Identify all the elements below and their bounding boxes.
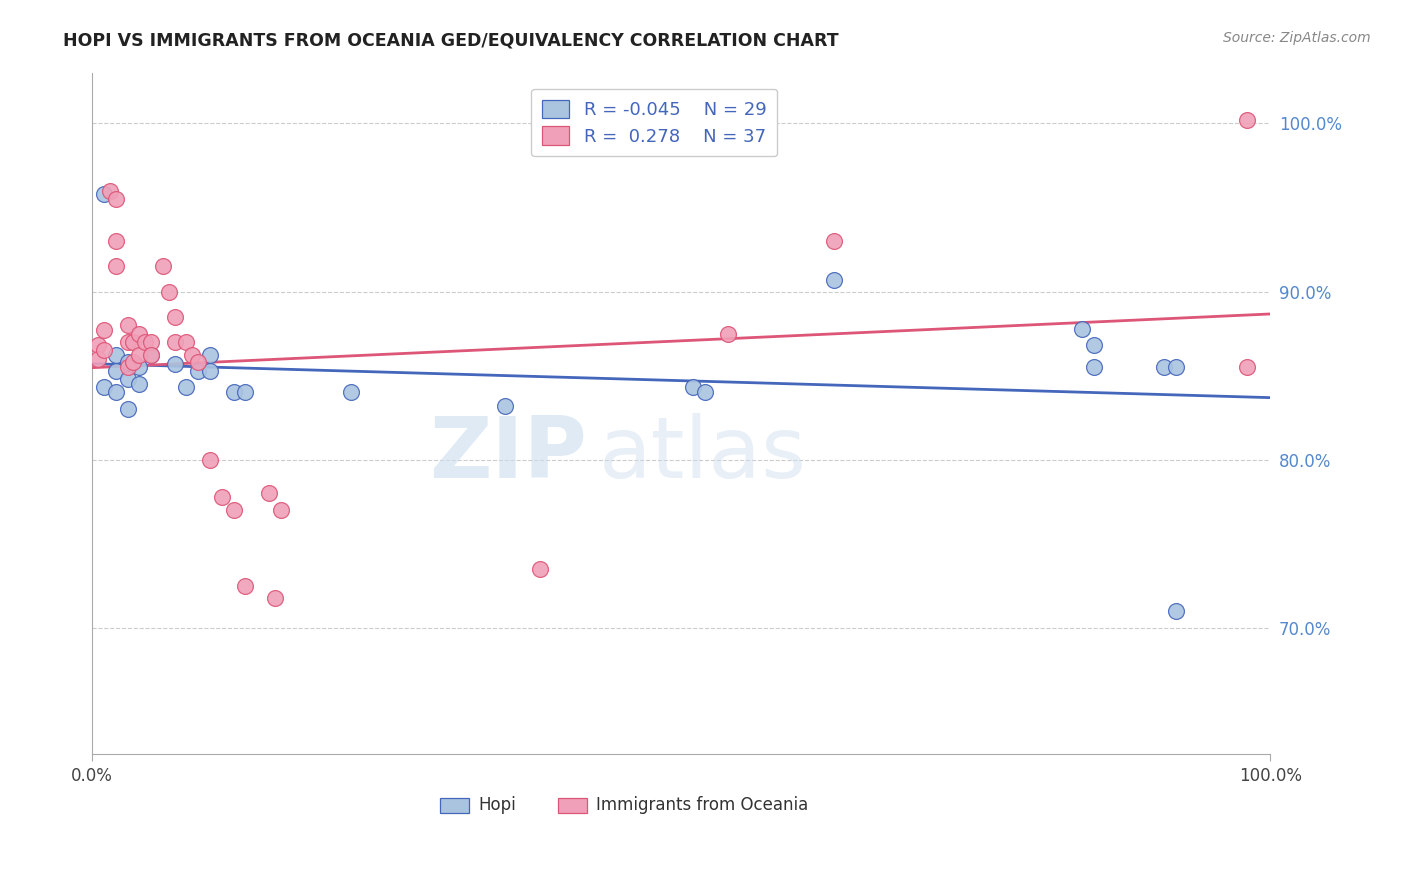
Point (98, 184, 121, 198)
Point (1236, 360, 1258, 375)
Text: Hopi: Hopi (478, 797, 516, 814)
Point (270, 503, 292, 517)
Legend: R = -0.045    N = 29, R =  0.278    N = 37: R = -0.045 N = 29, R = 0.278 N = 37 (531, 89, 778, 156)
Point (529, 562, 551, 576)
Point (1071, 321, 1094, 335)
Point (87, 351, 110, 366)
Point (693, 385, 716, 400)
Point (117, 402, 139, 417)
Point (176, 380, 198, 394)
Point (187, 355, 209, 369)
Point (122, 334, 145, 349)
Point (1166, 604, 1188, 618)
Point (176, 334, 198, 349)
Point (198, 349, 221, 363)
Point (117, 360, 139, 375)
Point (1153, 360, 1175, 375)
Point (128, 360, 150, 375)
Point (494, 399, 516, 413)
Point (104, 364, 127, 378)
Point (139, 349, 162, 363)
Point (1166, 360, 1188, 375)
Point (163, 310, 186, 324)
Point (682, 380, 704, 394)
Point (122, 355, 145, 369)
Point (93, 380, 115, 394)
Text: Source: ZipAtlas.com: Source: ZipAtlas.com (1223, 31, 1371, 45)
Point (104, 349, 127, 363)
Text: HOPI VS IMMIGRANTS FROM OCEANIA GED/EQUIVALENCY CORRELATION CHART: HOPI VS IMMIGRANTS FROM OCEANIA GED/EQUI… (63, 31, 839, 49)
Point (211, 490, 233, 504)
Point (1083, 360, 1105, 375)
Point (128, 326, 150, 341)
Point (235, 579, 257, 593)
Point (117, 334, 139, 349)
Point (187, 364, 209, 378)
Point (198, 452, 221, 467)
Point (93, 343, 115, 358)
Point (117, 355, 139, 369)
Point (263, 591, 285, 605)
Point (222, 503, 245, 517)
Point (222, 385, 245, 400)
Point (134, 334, 156, 349)
Point (235, 385, 257, 400)
Point (117, 318, 139, 333)
Point (104, 192, 127, 206)
Point (157, 285, 180, 299)
Point (163, 357, 186, 371)
Point (104, 260, 127, 274)
Point (198, 364, 221, 378)
FancyBboxPatch shape (440, 797, 470, 813)
Point (104, 234, 127, 248)
Text: Immigrants from Oceania: Immigrants from Oceania (596, 797, 808, 814)
Point (340, 385, 363, 400)
Text: atlas: atlas (599, 413, 807, 496)
Point (257, 486, 280, 500)
Point (824, 234, 846, 248)
Point (87, 338, 110, 352)
Point (152, 260, 174, 274)
Point (163, 334, 186, 349)
Point (93, 187, 115, 202)
Point (181, 349, 204, 363)
Point (128, 377, 150, 392)
Point (104, 385, 127, 400)
FancyBboxPatch shape (558, 797, 588, 813)
Point (128, 349, 150, 363)
Point (117, 372, 139, 386)
Text: ZIP: ZIP (429, 413, 588, 496)
Point (1236, 113, 1258, 128)
Point (139, 334, 162, 349)
Point (824, 273, 846, 287)
Point (1083, 338, 1105, 352)
Point (93, 323, 115, 337)
Point (139, 349, 162, 363)
Point (717, 326, 740, 341)
